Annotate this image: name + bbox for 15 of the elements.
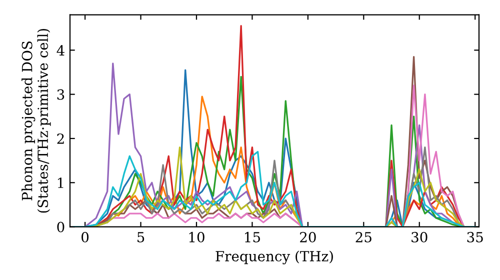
x-axis-title: Frequency (THz) [216,250,333,264]
x-tick-label: 0 [82,232,89,242]
y-axis-title: Phonon projected DOS (States/THz·primitive cell) [22,28,51,213]
y-tick-label: 2 [57,133,64,144]
y-tick-label: 4 [56,45,64,56]
y-tick-label: 3 [57,89,64,100]
x-tick-label: 20 [300,232,316,242]
x-tick-label: 5 [138,232,144,242]
x-tick-label: 25 [356,232,372,242]
x-tick-label: 15 [245,232,260,242]
x-tick-label: 30 [412,232,428,242]
x-tick-label: 10 [189,232,204,242]
y-tick-label: 0 [57,222,64,232]
y-tick-label: 1 [58,178,64,188]
x-tick-label: 35 [467,232,483,242]
